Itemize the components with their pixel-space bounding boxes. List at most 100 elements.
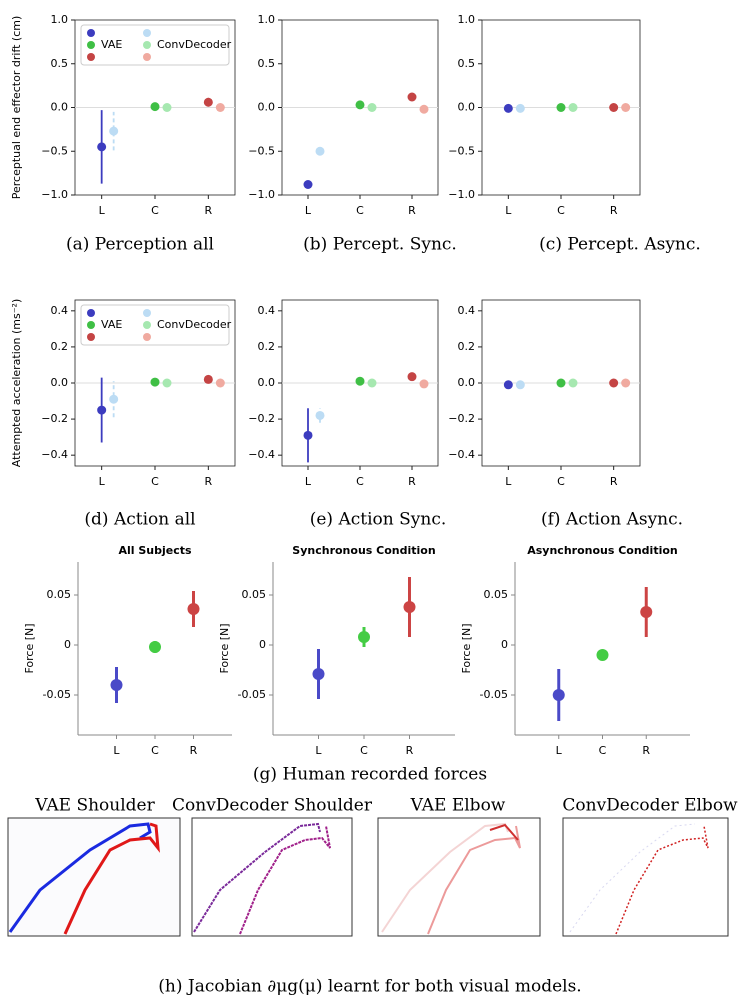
point [556,103,566,112]
y-tick-label: −1.0 [448,188,475,201]
x-tick-label: R [408,475,416,488]
point [109,394,119,404]
x-tick-label: L [305,475,312,488]
y-tick-label: 0.2 [458,340,476,353]
y-tick-label: 0.05 [242,588,267,601]
point [515,380,525,390]
y-tick-label: −0.4 [448,448,475,461]
caption: (g) Human recorded forces [253,765,487,785]
y-tick-label: 0.4 [458,304,476,317]
caption: (f) Action Async. [541,510,683,530]
image [7,817,181,937]
chart-title: All Subjects [118,544,192,557]
point [215,378,225,388]
y-tick-label: 0.0 [458,101,476,114]
y-tick-label: −1.0 [41,188,68,201]
caption: (a) Perception all [66,235,214,255]
point [552,689,565,701]
image-title: ConvDecoder Elbow [562,796,738,816]
point [315,146,325,156]
point [203,374,213,384]
x-tick-label: R [190,744,198,757]
legend-marker [87,309,95,317]
y-tick-label: 0.0 [258,101,276,114]
point [355,100,365,110]
point [315,410,325,420]
caption: (c) Percept. Async. [539,235,701,255]
point [407,372,417,382]
y-tick-label: 0 [64,638,71,651]
x-tick-label: C [356,204,364,217]
y-tick-label: 0.4 [51,304,69,317]
x-tick-label: R [642,744,650,757]
legend-marker [143,309,151,317]
point [150,377,160,387]
y-tick-label: −0.2 [448,412,475,425]
caption: (h) Jacobian ∂μg(μ) learnt for both visu… [158,977,581,997]
legend-marker [87,53,95,61]
point [568,103,578,112]
point [407,92,417,102]
x-tick-label: L [315,744,322,757]
x-tick-label: L [99,475,106,488]
y-tick-label: −0.4 [41,448,68,461]
x-tick-label: L [505,204,512,217]
y-tick-label: 0.0 [458,376,476,389]
x-tick-label: R [610,475,618,488]
x-tick-label: C [599,744,607,757]
point [150,102,160,112]
legend-marker [143,53,151,61]
point [640,606,653,618]
legend-marker [143,29,151,37]
point [187,603,200,615]
legend-marker [143,333,151,341]
x-tick-label: R [406,744,414,757]
x-tick-label: L [305,204,312,217]
image-title: ConvDecoder Shoulder [172,796,373,816]
y-tick-label: 0.5 [458,57,476,70]
y-axis-label: Attempted acceleration (ms⁻²) [10,299,23,468]
image-title: VAE Shoulder [34,796,155,816]
legend-marker [143,321,151,329]
point [609,103,619,112]
chart-title: Asynchronous Condition [527,544,678,557]
x-tick-label: R [610,204,618,217]
point [303,180,313,189]
x-tick-label: C [356,475,364,488]
image [377,817,541,937]
y-tick-label: 1.0 [258,13,276,26]
y-tick-label: 0.0 [51,101,69,114]
y-tick-label: 0.2 [51,340,69,353]
image-title: VAE Elbow [410,796,506,816]
x-tick-label: C [151,204,159,217]
x-tick-label: L [113,744,120,757]
point [97,142,107,152]
point [97,405,107,415]
y-tick-label: 0.0 [258,376,276,389]
x-tick-label: R [408,204,416,217]
legend-marker [143,41,151,49]
y-tick-label: 1.0 [458,13,476,26]
point [568,378,578,388]
point [367,378,377,388]
y-axis-label: Force [N] [218,623,231,673]
x-tick-label: C [151,475,159,488]
x-tick-label: L [99,204,106,217]
y-tick-label: -0.05 [238,688,266,701]
y-axis-label: Perceptual end effector drift (cm) [10,16,23,200]
legend-box [80,24,230,66]
y-tick-label: 0.4 [258,304,276,317]
legend-label: VAE [101,38,122,51]
caption: (e) Action Sync. [310,510,447,530]
point [303,430,313,440]
x-tick-label: C [151,744,159,757]
point [556,378,566,388]
y-tick-label: −1.0 [248,188,275,201]
x-tick-label: R [205,204,213,217]
point [596,649,609,661]
point [203,97,213,107]
point [162,378,172,388]
point [367,103,377,112]
y-tick-label: -0.05 [480,688,508,701]
